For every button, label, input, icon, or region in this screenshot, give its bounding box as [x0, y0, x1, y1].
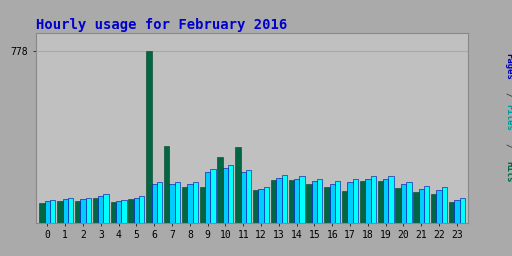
Bar — [282, 175, 287, 223]
Bar — [235, 147, 241, 223]
Bar — [371, 176, 376, 223]
Bar — [317, 179, 323, 223]
Bar — [129, 199, 134, 223]
Bar — [335, 181, 340, 223]
Bar — [200, 187, 205, 223]
Text: /: / — [504, 143, 512, 148]
Bar — [182, 187, 187, 223]
Bar — [389, 176, 394, 223]
Bar — [419, 189, 424, 223]
Text: Files: Files — [504, 104, 512, 131]
Bar — [50, 200, 55, 223]
Bar — [152, 184, 157, 223]
Bar — [175, 182, 180, 223]
Bar — [205, 172, 210, 223]
Bar — [264, 187, 269, 223]
Text: Pages: Pages — [504, 53, 512, 80]
Bar — [241, 173, 246, 223]
Bar — [86, 198, 91, 223]
Bar — [253, 190, 259, 223]
Bar — [116, 201, 121, 223]
Bar — [383, 179, 389, 223]
Text: Hits: Hits — [504, 161, 512, 182]
Bar — [271, 179, 276, 223]
Bar — [312, 181, 317, 223]
Bar — [75, 201, 80, 223]
Bar — [454, 200, 460, 223]
Bar — [324, 187, 330, 223]
Bar — [164, 146, 169, 223]
Bar — [134, 198, 139, 223]
Bar — [218, 157, 223, 223]
Bar — [365, 179, 371, 223]
Bar — [294, 179, 300, 223]
Bar — [228, 165, 233, 223]
Bar — [139, 196, 144, 223]
Bar — [193, 182, 198, 223]
Bar — [80, 199, 86, 223]
Bar — [57, 201, 62, 223]
Bar — [98, 196, 103, 223]
Bar — [342, 191, 348, 223]
Bar — [378, 181, 383, 223]
Bar — [259, 189, 264, 223]
Bar — [330, 184, 335, 223]
Bar — [62, 199, 68, 223]
Bar — [210, 169, 216, 223]
Bar — [103, 194, 109, 223]
Bar — [395, 188, 401, 223]
Bar — [460, 198, 465, 223]
Bar — [187, 184, 193, 223]
Bar — [353, 179, 358, 223]
Bar — [307, 184, 312, 223]
Text: Hourly usage for February 2016: Hourly usage for February 2016 — [36, 18, 287, 32]
Bar — [93, 198, 98, 223]
Bar — [121, 200, 126, 223]
Bar — [146, 51, 152, 223]
Bar — [449, 202, 454, 223]
Text: /: / — [504, 92, 512, 97]
Bar — [157, 182, 162, 223]
Bar — [111, 202, 116, 223]
Bar — [413, 192, 419, 223]
Bar — [223, 168, 228, 223]
Bar — [401, 184, 406, 223]
Bar — [406, 182, 412, 223]
Bar — [360, 181, 365, 223]
Bar — [276, 178, 282, 223]
Bar — [39, 203, 45, 223]
Bar — [300, 176, 305, 223]
Bar — [431, 194, 436, 223]
Bar — [169, 184, 175, 223]
Bar — [68, 198, 73, 223]
Bar — [289, 179, 294, 223]
Bar — [246, 170, 251, 223]
Bar — [45, 201, 50, 223]
Bar — [348, 182, 353, 223]
Bar — [442, 187, 447, 223]
Bar — [436, 190, 442, 223]
Bar — [424, 186, 429, 223]
